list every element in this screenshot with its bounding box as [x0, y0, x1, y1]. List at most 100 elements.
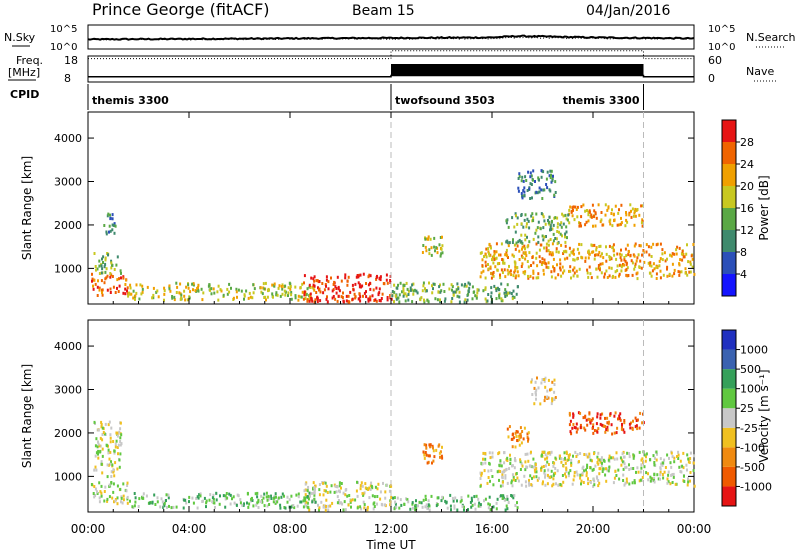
range-gate-cell: [567, 213, 570, 217]
range-gate-cell: [535, 388, 538, 392]
range-gate-cell: [429, 237, 432, 241]
range-gate-cell: [194, 289, 197, 293]
range-gate-cell: [430, 253, 433, 257]
range-gate-cell: [511, 473, 514, 477]
range-gate-cell: [502, 496, 505, 500]
range-gate-cell: [640, 466, 643, 470]
x-tick-label: 00:00: [71, 522, 106, 536]
range-gate-cell: [280, 495, 283, 499]
range-gate-cell: [351, 283, 354, 287]
date-title: 04/Jan/2016: [586, 3, 671, 19]
colorbar-tick-label: -25: [740, 422, 758, 435]
range-gate-cell: [171, 296, 174, 300]
range-gate-cell: [279, 294, 282, 298]
range-gate-cell: [532, 219, 535, 222]
range-gate-cell: [318, 508, 320, 512]
range-gate-cell: [592, 467, 595, 471]
range-gate-cell: [499, 484, 502, 488]
range-gate-cell: [125, 489, 128, 493]
range-gate-cell: [369, 488, 372, 491]
range-gate-cell: [346, 283, 349, 287]
range-gate-cell: [322, 505, 325, 509]
range-gate-cell: [471, 499, 473, 503]
range-gate-cell: [537, 386, 540, 390]
range-gate-cell: [603, 272, 606, 276]
range-gate-cell: [217, 284, 220, 288]
range-gate-cell: [422, 450, 425, 454]
range-gate-cell: [393, 496, 396, 500]
range-gate-cell: [109, 433, 112, 437]
range-gate-cell: [630, 215, 633, 219]
range-gate-cell: [165, 493, 168, 497]
range-gate-cell: [569, 205, 572, 209]
range-gate-cell: [653, 456, 656, 460]
range-gate-cell: [606, 276, 609, 279]
range-gate-cell: [554, 191, 557, 194]
range-gate-cell: [498, 253, 500, 257]
colorbar-segment: [722, 274, 736, 296]
range-gate-cell: [537, 176, 540, 180]
range-gate-cell: [498, 464, 501, 468]
range-gate-cell: [549, 225, 552, 229]
range-gate-cell: [394, 502, 397, 506]
range-gate-cell: [184, 498, 187, 502]
range-gate-cell: [625, 263, 628, 267]
range-gate-cell: [329, 490, 332, 494]
range-gate-cell: [304, 498, 307, 502]
range-gate-cell: [543, 219, 546, 223]
range-gate-cell: [525, 254, 528, 258]
range-gate-cell: [606, 416, 609, 420]
range-gate-cell: [523, 251, 526, 255]
range-gate-cell: [260, 494, 263, 498]
range-gate-cell: [630, 209, 632, 213]
range-gate-cell: [113, 231, 116, 235]
range-gate-cell: [389, 294, 392, 297]
range-gate-cell: [583, 453, 586, 456]
range-gate-cell: [98, 444, 101, 448]
range-gate-cell: [332, 283, 335, 286]
range-gate-cell: [115, 263, 118, 267]
range-gate-cell: [526, 217, 529, 221]
range-gate-cell: [608, 266, 611, 270]
range-gate-cell: [645, 452, 648, 456]
range-gate-cell: [627, 253, 630, 257]
range-gate-cell: [524, 251, 527, 255]
range-gate-cell: [535, 228, 538, 232]
colorbar-segment: [722, 186, 736, 208]
range-gate-cell: [655, 272, 658, 276]
range-gate-cell: [541, 482, 544, 486]
range-gate-cell: [588, 452, 591, 456]
range-gate-cell: [370, 481, 373, 485]
range-gate-cell: [239, 501, 242, 505]
range-gate-cell: [547, 451, 550, 455]
range-gate-cell: [412, 282, 415, 286]
beam-title: Beam 15: [352, 3, 415, 19]
cpid-label: CPID: [10, 88, 39, 101]
range-gate-cell: [241, 503, 244, 507]
range-gate-cell: [692, 243, 695, 246]
range-gate-cell: [422, 281, 425, 285]
range-gate-cell: [281, 283, 284, 287]
range-gate-cell: [596, 461, 599, 464]
range-gate-cell: [608, 420, 610, 424]
range-gate-cell: [594, 253, 596, 257]
range-gate-cell: [297, 492, 300, 496]
range-gate-cell: [487, 506, 490, 510]
range-gate-cell: [248, 502, 251, 506]
range-gate-cell: [344, 273, 347, 277]
range-gate-cell: [672, 472, 675, 476]
range-gate-cell: [334, 297, 337, 301]
range-gate-cell: [491, 455, 494, 459]
range-gate-cell: [525, 222, 528, 226]
range-gate-cell: [514, 457, 516, 460]
range-gate-cell: [493, 254, 495, 258]
range-gate-cell: [532, 276, 535, 280]
range-gate-cell: [485, 247, 488, 251]
range-gate-cell: [117, 290, 120, 293]
range-gate-cell: [509, 453, 511, 457]
colorbar-segment: [722, 164, 736, 186]
range-gate-cell: [510, 292, 513, 295]
range-gate-cell: [367, 275, 370, 279]
range-gate-cell: [507, 225, 510, 229]
range-gate-cell: [343, 500, 346, 504]
